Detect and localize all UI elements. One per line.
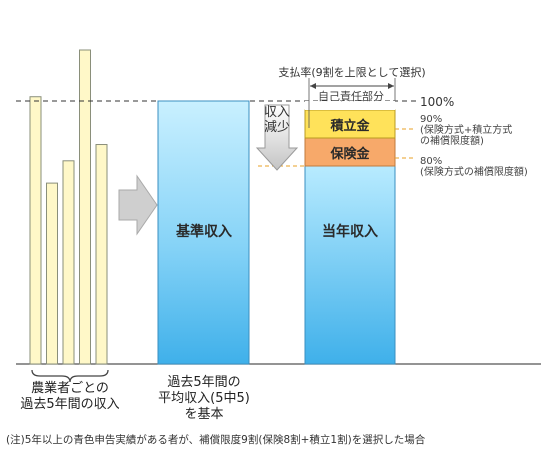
farmer-income-bar-3 <box>62 160 75 365</box>
farmer-income-bars <box>29 49 108 365</box>
current-income-label: 当年収入 <box>322 224 378 240</box>
pct-100-label: 100% <box>420 95 455 109</box>
base-income-label: 基準収入 <box>176 224 232 240</box>
base-caption-3: を基本 <box>184 407 224 422</box>
farmer-caption-2: 過去5年間の収入 <box>20 397 120 412</box>
pct-90-note-1: (保険方式+積立方式 <box>420 125 513 136</box>
arrowhead-left-icon <box>310 83 316 89</box>
pct-90-label: 90% <box>420 114 443 125</box>
farmer-caption-1: 農業者ごとの <box>31 381 109 396</box>
savings-block <box>304 109 396 139</box>
self-responsibility-area <box>305 101 395 110</box>
brace-icon <box>31 369 109 383</box>
footnote: (注)5年以上の青色申告実績がある者が、補償限度9割(保険8割+積立1割)を選択… <box>6 434 426 446</box>
pct-80-note: (保険方式の補償限度額) <box>420 167 528 178</box>
arrowhead-right-icon <box>388 83 394 89</box>
base-caption-2: 平均収入(5中5) <box>158 391 250 406</box>
insurance-label: 保険金 <box>330 147 370 162</box>
base-income-bar <box>157 100 250 365</box>
farmer-income-bar-1 <box>29 96 42 365</box>
decrease-label-1: 収入 <box>263 105 291 120</box>
farmer-income-bar-5 <box>95 144 108 365</box>
decrease-arrow-icon <box>255 104 299 171</box>
pct-90-note-2: の補償限度額) <box>420 136 484 147</box>
payout-rate-label: 支払率(9割を上限として選択) <box>278 66 426 79</box>
base-caption-1: 過去5年間の <box>167 375 241 390</box>
arrow-right-icon <box>118 174 158 236</box>
farmer-income-bar-2 <box>46 182 58 365</box>
pct-80-label: 80% <box>420 156 443 167</box>
self-responsibility-label: 自己責任部分 <box>318 90 384 103</box>
farmer-income-bar-4 <box>79 49 91 365</box>
decrease-label-2: 減少 <box>263 120 291 135</box>
current-income-bar <box>304 165 396 365</box>
savings-label: 積立金 <box>330 119 370 134</box>
